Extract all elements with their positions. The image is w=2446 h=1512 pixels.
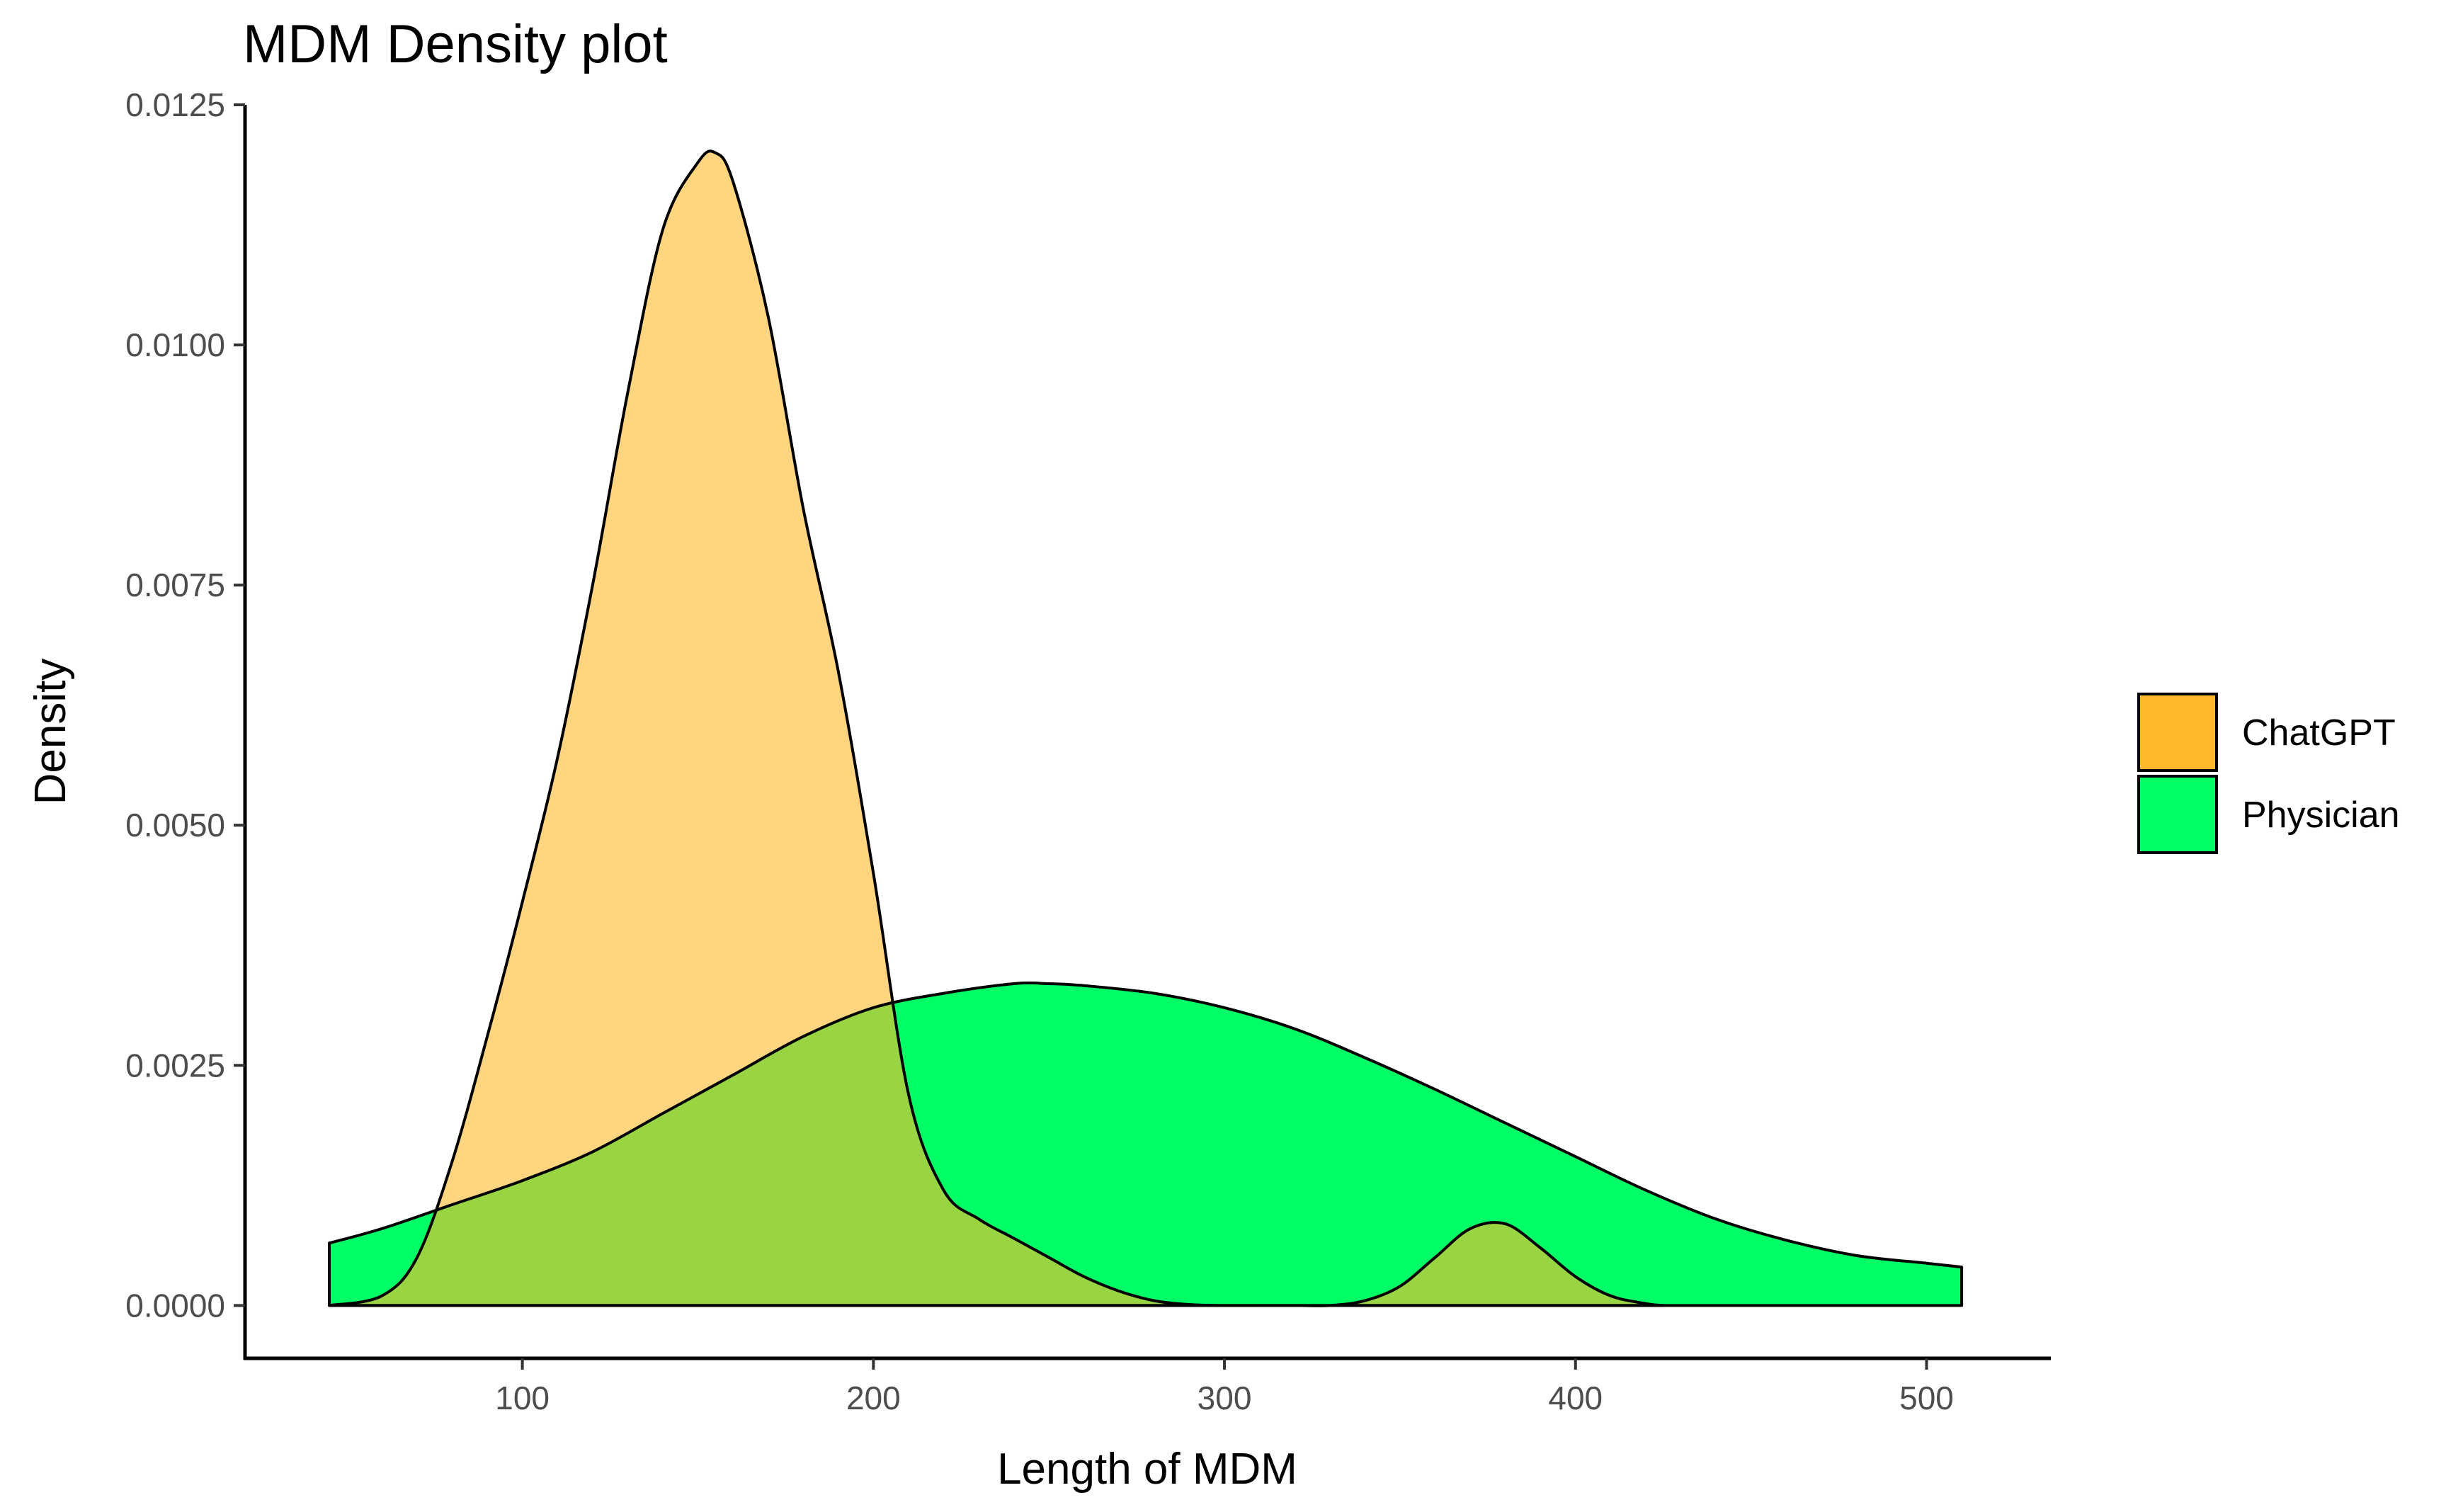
chart-title: MDM Density plot bbox=[243, 14, 668, 74]
y-tick-label: 0.0025 bbox=[125, 1047, 225, 1084]
x-tick-label: 400 bbox=[1548, 1380, 1603, 1416]
y-tick-label: 0.0000 bbox=[125, 1287, 225, 1324]
density-outlines bbox=[328, 149, 1964, 1307]
x-tick-label: 100 bbox=[495, 1380, 550, 1416]
y-tick-label: 0.0075 bbox=[125, 567, 225, 603]
legend-label-chatgpt: ChatGPT bbox=[2242, 712, 2396, 754]
legend-swatch-physician bbox=[2137, 775, 2218, 854]
x-axis-ticks: 100 200 300 400 500 bbox=[495, 1358, 1954, 1416]
outline-chatgpt bbox=[328, 149, 1665, 1307]
y-tick-label: 0.0125 bbox=[125, 86, 225, 123]
y-tick-label: 0.0050 bbox=[125, 807, 225, 843]
y-tick-label: 0.0100 bbox=[125, 326, 225, 363]
density-areas bbox=[329, 151, 1962, 1306]
x-tick-label: 300 bbox=[1198, 1380, 1252, 1416]
x-axis-title: Length of MDM bbox=[997, 1445, 1297, 1494]
area-chatgpt bbox=[329, 151, 1663, 1306]
outline-physician bbox=[328, 981, 1964, 1307]
x-tick-label: 200 bbox=[846, 1380, 901, 1416]
y-axis-ticks: 0.0000 0.0025 0.0050 0.0075 0.0100 0.0125 bbox=[125, 86, 245, 1324]
legend-label-physician: Physician bbox=[2242, 795, 2400, 836]
x-tick-label: 500 bbox=[1899, 1380, 1954, 1416]
y-axis-title: Density bbox=[26, 659, 75, 805]
legend-swatch-chatgpt bbox=[2137, 693, 2218, 772]
legend: ChatGPT Physician bbox=[2137, 693, 2400, 854]
